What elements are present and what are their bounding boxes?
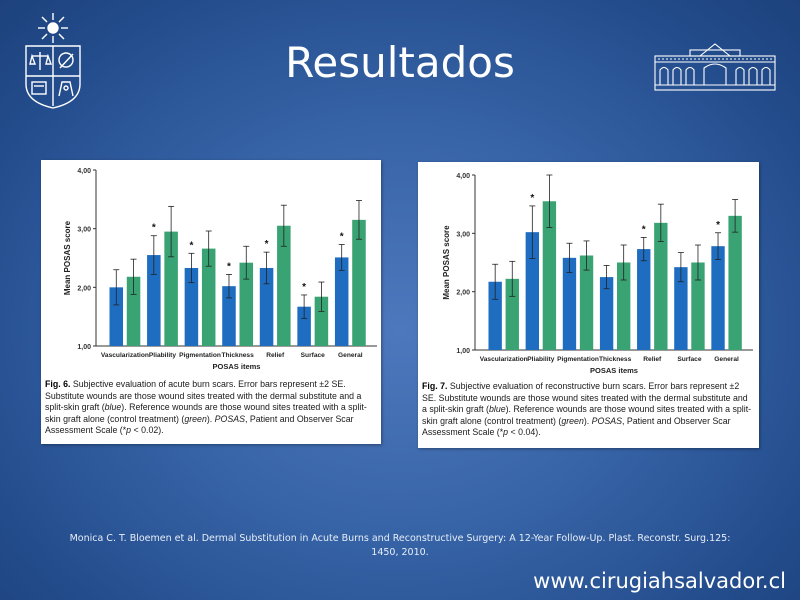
bar-reference xyxy=(164,231,178,346)
figure-7-caption-text-1: Subjective evaluation of reconstructive … xyxy=(422,381,748,415)
figure-7-label: Fig. 7. xyxy=(422,381,448,391)
x-tick-label: Thickness xyxy=(599,356,632,363)
bar-substitute xyxy=(222,286,236,346)
figure-6-label: Fig. 6. xyxy=(45,379,71,389)
bar-substitute xyxy=(334,257,349,346)
figure-6-caption-p: p xyxy=(126,425,132,436)
x-axis-title: POSAS items xyxy=(213,362,261,371)
x-tick-label: Pigmentation xyxy=(557,356,599,363)
citation-text: Monica C. T. Bloemen et al. Dermal Subst… xyxy=(69,533,731,558)
x-axis-title: POSAS items xyxy=(590,366,638,375)
y-tick-label: 2,00 xyxy=(456,290,470,297)
y-tick-label: 1,00 xyxy=(456,348,470,355)
bar-substitute xyxy=(259,267,274,346)
figure-7-caption-text-5: < 0.04). xyxy=(508,427,541,438)
bar-substitute xyxy=(637,249,651,350)
x-tick-label: General xyxy=(338,352,363,359)
x-tick-label: Pigmentation xyxy=(179,352,221,359)
bar-reference xyxy=(505,278,519,350)
bar-substitute xyxy=(711,246,725,350)
figure-6-caption-text-5: < 0.02). xyxy=(131,425,164,436)
bar-reference xyxy=(277,225,291,346)
significance-star: * xyxy=(302,282,306,293)
significance-star: * xyxy=(530,193,534,204)
significance-star: * xyxy=(340,232,344,243)
bar-substitute xyxy=(109,287,124,346)
bar-reference xyxy=(617,262,631,350)
bar-reference xyxy=(352,219,366,346)
significance-star: * xyxy=(152,223,156,234)
figure-7-caption-text-3: ). xyxy=(583,415,592,426)
figure-6-chart: 1,00 2,00 3,00 4,00 Mean POSAS score POSAS it… xyxy=(63,168,377,371)
bar-reference xyxy=(126,276,141,346)
x-tick-label: Relief xyxy=(266,352,285,359)
x-tick-label: Surface xyxy=(301,352,326,359)
bar-substitute xyxy=(562,257,577,350)
bar-substitute xyxy=(674,267,688,350)
x-tick-label: Thickness xyxy=(221,352,254,359)
significance-star: * xyxy=(642,224,646,235)
figure-7-caption-text-4: , Patient and Observer Scar Assessment S… xyxy=(422,415,731,438)
university-crest-logo xyxy=(25,13,81,109)
significance-star: * xyxy=(265,239,269,250)
bar-reference xyxy=(239,262,254,346)
bar-substitute xyxy=(525,232,539,350)
x-tick-label: General xyxy=(714,356,739,363)
figure-7-caption-posas: POSAS xyxy=(591,415,622,426)
bar-reference xyxy=(201,248,216,346)
x-tick-label: Surface xyxy=(677,356,702,363)
bar-substitute xyxy=(184,267,199,346)
bar-reference xyxy=(579,255,594,350)
figure-6-caption: Fig. 6. Subjective evaluation of acute b… xyxy=(45,379,377,437)
x-tick-label: Pliability xyxy=(527,356,554,363)
figure-6-caption-text-2: ). Reference wounds are those wound site… xyxy=(45,402,367,424)
x-tick-label: Pliability xyxy=(149,352,176,359)
website-url: www.cirugiahsalvador.cl xyxy=(533,569,786,593)
figure-6-caption-green: green xyxy=(184,413,207,424)
bar-reference xyxy=(654,222,668,350)
x-tick-label: Relief xyxy=(643,356,662,363)
figure-7-caption-blue: blue xyxy=(488,404,506,415)
y-tick-label: 1,00 xyxy=(77,344,91,351)
bar-reference xyxy=(542,201,557,350)
figure-7-chart: 1,00 2,00 3,00 4,00 Mean POSAS score POSAS it… xyxy=(442,173,753,375)
hospital-building-logo xyxy=(654,43,776,91)
bar-reference xyxy=(314,296,329,346)
figure-6-caption-text-4: , Patient and Observer Scar Assessment S… xyxy=(45,413,354,436)
bar-substitute xyxy=(488,281,502,350)
y-tick-label: 4,00 xyxy=(77,168,91,175)
figure-7-caption-green: green xyxy=(561,415,584,426)
y-tick-label: 3,00 xyxy=(77,227,91,234)
figure-7-panel: 1,00 2,00 3,00 4,00 Mean POSAS score POSAS it… xyxy=(418,162,759,448)
figure-7-caption-text-2: ). Reference wounds are those wound site… xyxy=(422,404,752,426)
bar-reference xyxy=(728,215,742,350)
bar-substitute xyxy=(147,255,161,346)
y-tick-label: 4,00 xyxy=(456,173,470,180)
significance-star: * xyxy=(716,220,720,231)
bar-substitute xyxy=(599,277,614,350)
figure-6-caption-text-3: ). xyxy=(206,413,215,424)
y-tick-label: 2,00 xyxy=(77,285,91,292)
bar-substitute xyxy=(297,306,311,346)
figure-6-caption-posas: POSAS xyxy=(214,413,245,424)
figure-7-caption-p: p xyxy=(503,427,509,438)
y-axis-title: Mean POSAS score xyxy=(442,225,451,300)
significance-star: * xyxy=(189,240,193,251)
bar-reference xyxy=(691,262,705,350)
figure-7-caption: Fig. 7. Subjective evaluation of reconst… xyxy=(422,381,754,439)
y-tick-label: 3,00 xyxy=(456,231,470,238)
y-axis-title: Mean POSAS score xyxy=(63,220,72,295)
significance-star: * xyxy=(227,261,231,272)
figure-6-caption-text-1: Subjective evaluation of acute burn scar… xyxy=(45,379,362,413)
x-tick-label: Vascularization xyxy=(480,356,528,363)
figure-6-panel: 1,00 2,00 3,00 4,00 Mean POSAS score POSAS it… xyxy=(41,160,381,444)
slide-title: Resultados xyxy=(285,38,515,87)
figure-6-caption-blue: blue xyxy=(104,402,122,413)
x-tick-label: Vascularization xyxy=(101,352,149,359)
